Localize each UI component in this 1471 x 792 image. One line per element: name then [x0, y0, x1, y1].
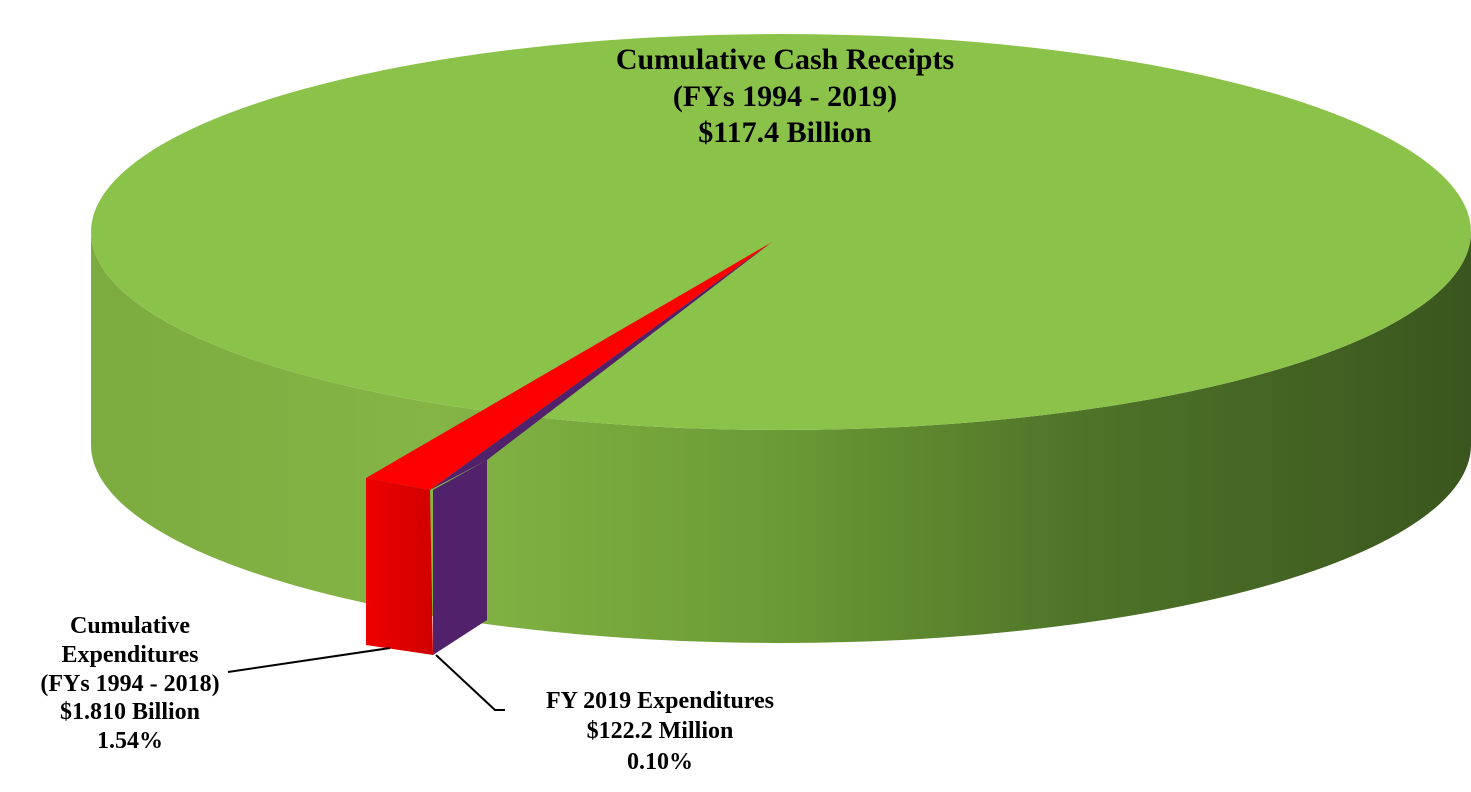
label-fy2019-expenditures: FY 2019 Expenditures $122.2 Million 0.10…: [490, 686, 830, 777]
label-fy2019-expenditures-title: FY 2019 Expenditures: [545, 688, 775, 714]
label-cumulative-expenditures: Cumulative Expenditures (FYs 1994 - 2018…: [0, 612, 260, 756]
label-cumulative-expenditures-period: (FYs 1994 - 2018): [40, 670, 220, 697]
label-cash-receipts-title: Cumulative Cash Receipts: [615, 43, 955, 76]
label-fy2019-expenditures-amount: $122.2 Million: [586, 718, 734, 745]
label-cash-receipts: Cumulative Cash Receipts (FYs 1994 - 201…: [485, 42, 1085, 152]
slice-receipts: [91, 34, 1471, 430]
label-cumulative-expenditures-title1: Cumulative: [70, 613, 190, 639]
label-cash-receipts-period: (FYs 1994 - 2019): [672, 79, 898, 113]
slice-cumulative-expenditures-side: [366, 478, 433, 655]
label-cumulative-expenditures-amount: $1.810 Billion: [59, 699, 201, 726]
label-fy2019-expenditures-percent: 0.10%: [627, 748, 693, 775]
leader-line-fy2019-expenditures: [435, 654, 505, 711]
slice-fy2019-expenditures-side: [433, 460, 487, 655]
leader-line-cumulative-expenditures: [227, 647, 391, 673]
label-cash-receipts-amount: $117.4 Billion: [698, 116, 872, 150]
label-cumulative-expenditures-percent: 1.54%: [97, 728, 163, 755]
slice-fy2019-expenditures: [430, 242, 772, 490]
slice-cumulative-expenditures: [366, 242, 772, 490]
label-cumulative-expenditures-title2: Expenditures: [61, 641, 199, 668]
